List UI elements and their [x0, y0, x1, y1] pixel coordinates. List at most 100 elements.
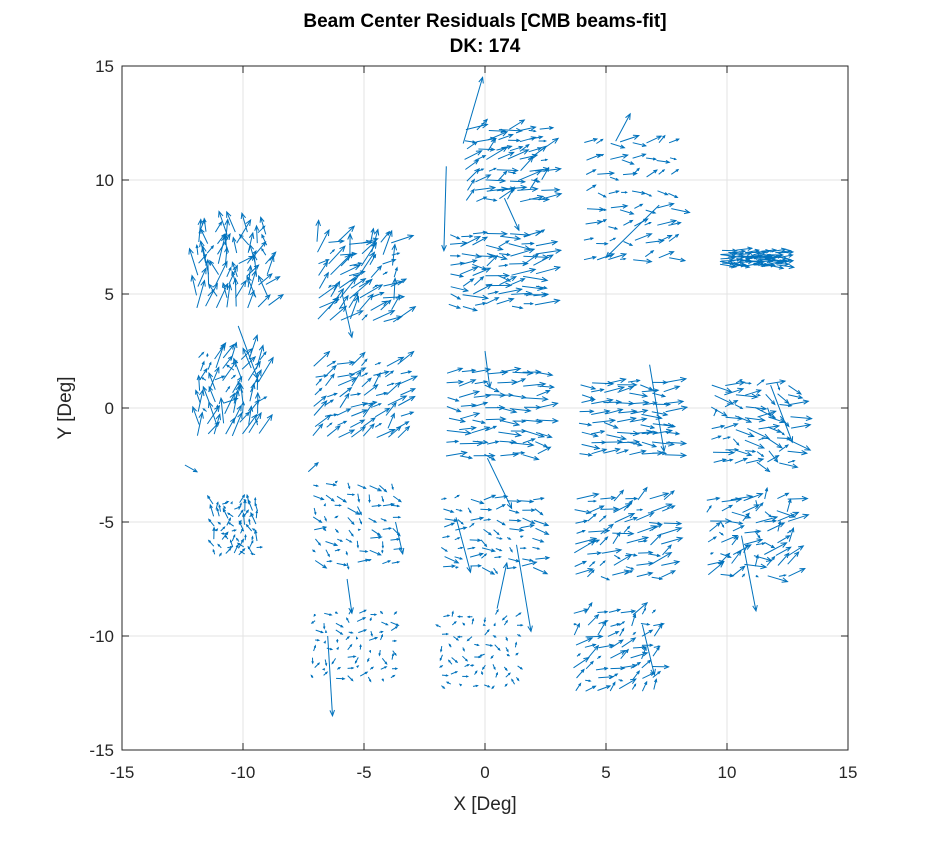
arrow-r2c3	[498, 393, 514, 398]
arrow-r4c3	[610, 650, 627, 659]
outlier-arrow	[327, 635, 335, 718]
arrow-r3c5	[710, 552, 715, 555]
x-tick-label: -15	[110, 763, 135, 782]
arrow-r1c1	[238, 233, 250, 246]
arrow-r3c4	[661, 527, 683, 535]
outlier-arrow	[641, 624, 656, 677]
arrow-r3c2	[325, 549, 330, 558]
arrow-r4c1	[336, 646, 340, 650]
arrow-r4c1	[381, 621, 389, 626]
arrow-r3c5	[755, 574, 759, 578]
arrow-r1c5	[646, 169, 658, 178]
x-tick-label: -5	[356, 763, 371, 782]
arrow-r3c1	[218, 552, 222, 557]
arrow-r3c2	[381, 495, 384, 503]
arrow-r2c3	[473, 401, 489, 408]
arrow-r4c3	[576, 668, 585, 679]
arrow-r4c3	[651, 609, 657, 614]
arrow-r1c4	[476, 118, 489, 131]
arrow-r3c2	[392, 527, 401, 537]
arrow-r2c4	[652, 451, 668, 456]
arrow-r4c2	[501, 615, 508, 621]
arrow-r4c1	[324, 659, 328, 667]
tick-marks	[121, 65, 849, 751]
arrow-r4c3	[573, 656, 590, 669]
arrow-r1c5	[646, 157, 658, 161]
arrow-r4c2	[495, 608, 499, 615]
arrow-r2c5	[712, 449, 736, 456]
arrow-r1c5	[609, 237, 617, 242]
outlier-arrow	[649, 364, 666, 453]
arrow-r4c2	[451, 610, 454, 617]
arrow-r1c4	[466, 141, 478, 150]
arrow-r3c4	[588, 528, 611, 534]
arrow-r4c1	[380, 666, 388, 670]
arrow-r1c5	[583, 255, 598, 261]
arrow-r4c2	[474, 643, 480, 647]
arrow-r1c5	[632, 190, 647, 195]
arrow-r3c5	[764, 486, 769, 500]
arrow-r2c1	[237, 380, 244, 393]
arrow-r2c4	[617, 386, 635, 393]
arrow-r4c2	[439, 654, 443, 662]
arrow-r1c3	[450, 254, 462, 258]
arrow-r3c1	[246, 493, 250, 505]
y-tick-label: -10	[89, 627, 114, 646]
arrow-r2c5	[725, 415, 744, 421]
arrow-r2c3	[459, 455, 474, 460]
arrow-r4c3	[641, 629, 654, 637]
arrow-r2c1	[249, 382, 256, 402]
arrow-r1c3	[473, 276, 485, 286]
arrow-r3c1	[217, 521, 222, 525]
arrow-r1c1	[201, 245, 210, 275]
arrow-r4c1	[359, 643, 362, 650]
arrow-r4c2	[492, 635, 497, 638]
y-tick-label: 5	[105, 285, 114, 304]
arrow-r3c1	[245, 523, 253, 532]
arrow-r1c3	[450, 261, 466, 266]
arrow-r4c2	[450, 671, 459, 675]
arrow-r3c3	[535, 527, 550, 535]
arrow-r3c2	[357, 493, 361, 503]
arrow-r4c2	[506, 653, 511, 657]
arrow-r3c1	[248, 518, 251, 525]
arrow-r1c2	[361, 314, 368, 321]
arrow-r3c5	[764, 519, 778, 523]
arrow-r2c2	[374, 422, 383, 428]
y-tick-label: 15	[95, 57, 114, 76]
arrow-r2c3	[537, 446, 552, 455]
arrow-r4c3	[653, 645, 661, 648]
arrow-r4c1	[347, 643, 353, 651]
arrow-r2c5	[758, 423, 781, 430]
arrow-r3c3	[519, 535, 524, 538]
arrow-r2c2	[397, 425, 411, 439]
arrow-r2c1	[200, 377, 207, 381]
arrow-r3c2	[348, 529, 354, 537]
arrow-r2c2	[397, 350, 415, 365]
arrow-r4c3	[573, 622, 578, 626]
arrow-r1c4	[465, 188, 475, 201]
arrow-r2c2	[338, 377, 358, 387]
arrow-r3c2	[369, 485, 383, 492]
arrow-r1c1	[231, 261, 238, 278]
arrow-r4c1	[315, 629, 324, 634]
arrow-r1c3	[487, 290, 500, 295]
arrow-r4c2	[462, 655, 469, 662]
arrow-r3c4	[636, 512, 655, 521]
arrow-r3c5	[764, 541, 776, 549]
arrow-r2c1	[230, 374, 237, 380]
arrow-r1c6	[777, 250, 795, 255]
arrow-r3c5	[732, 525, 745, 532]
arrow-r1c4	[518, 170, 543, 182]
arrow-r3c1	[207, 494, 214, 505]
arrow-r4c1	[393, 611, 398, 615]
arrow-r2c4	[604, 377, 627, 385]
arrow-r2c1	[196, 411, 204, 436]
arrow-r3c1	[208, 518, 215, 527]
arrow-r4c2	[494, 644, 501, 652]
arrow-r1c3	[462, 259, 478, 265]
arrow-r4c1	[380, 633, 383, 641]
arrow-r3c4	[575, 568, 595, 575]
arrow-r3c1	[239, 494, 246, 503]
